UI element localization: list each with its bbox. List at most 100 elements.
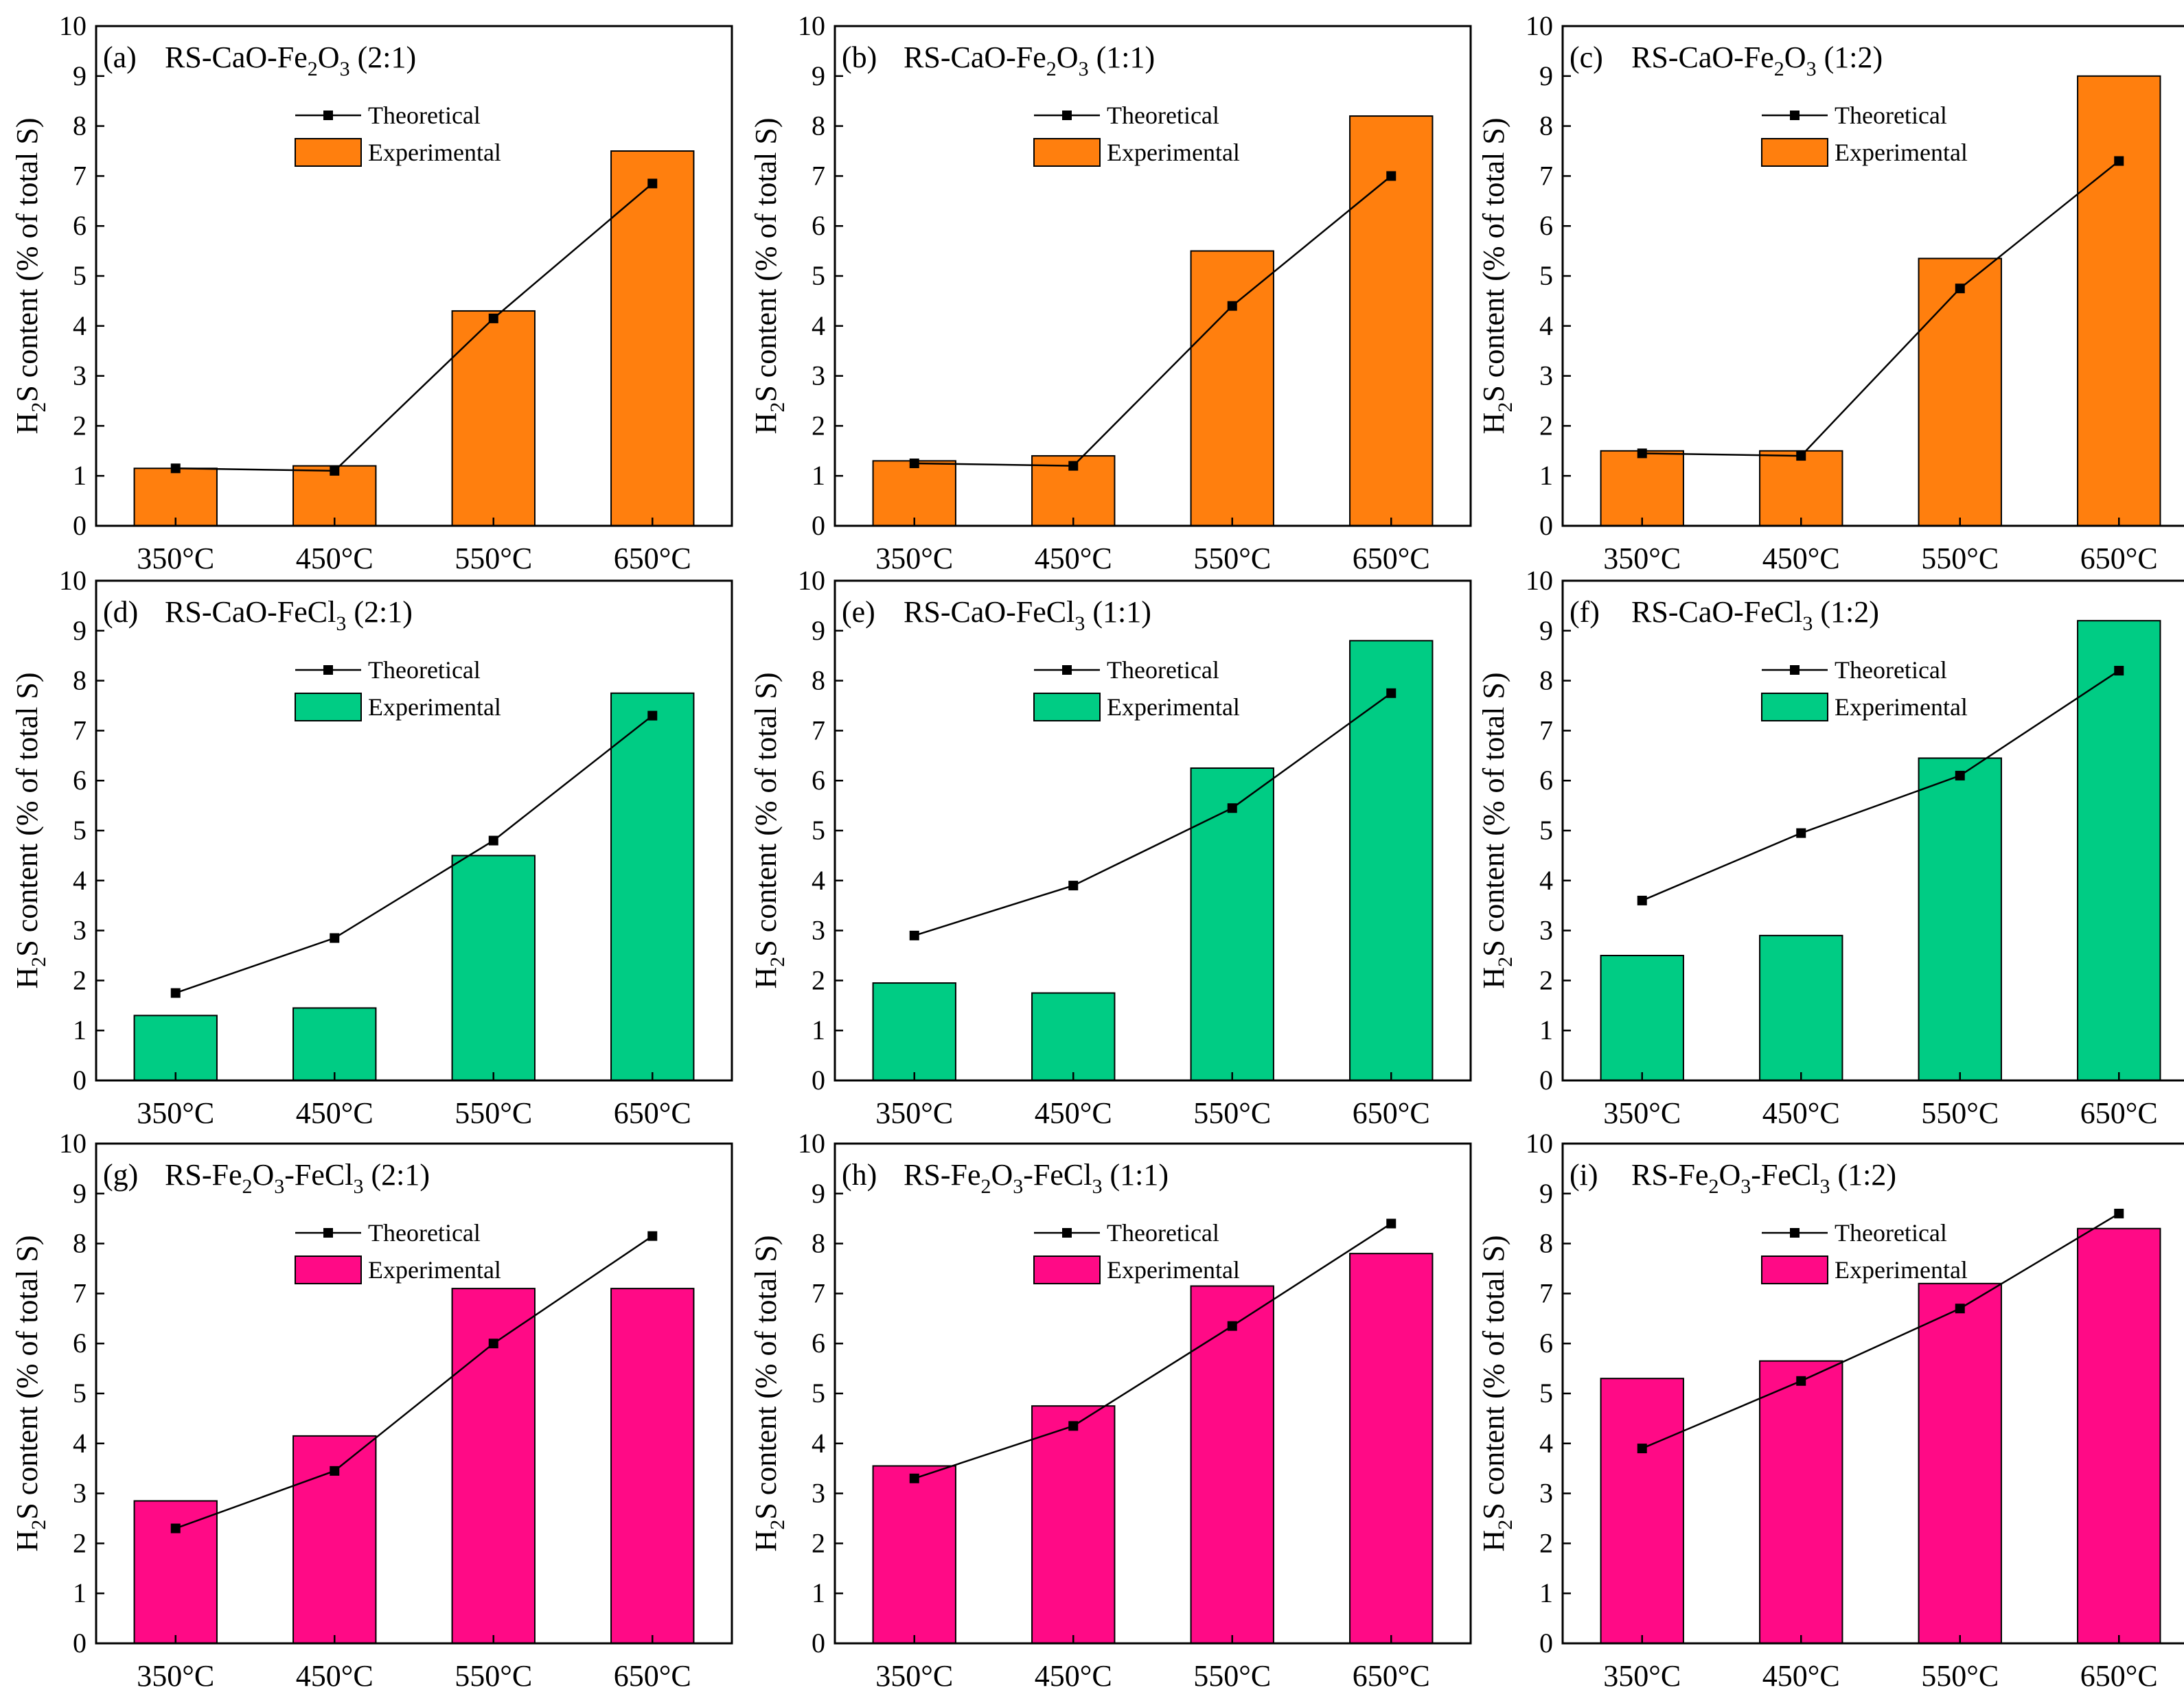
y-tick-label: 5 bbox=[1539, 260, 1553, 291]
panel-title: RS-CaO-Fe2O3 (2:1) bbox=[165, 40, 416, 80]
theoretical-line bbox=[914, 175, 1392, 467]
y-tick-label: 0 bbox=[1539, 1065, 1553, 1096]
legend-bar-swatch bbox=[295, 693, 362, 721]
theoretical-point bbox=[1068, 461, 1079, 471]
y-axis-label: H2S content (% of total S) bbox=[10, 1235, 50, 1551]
y-tick-label: 7 bbox=[1539, 160, 1553, 191]
legend-theoretical-label: Theoretical bbox=[1835, 656, 1947, 684]
legend-experimental-label: Experimental bbox=[368, 1256, 501, 1284]
legend-bar-swatch bbox=[1033, 693, 1101, 721]
y-tick-label: 4 bbox=[1539, 310, 1553, 341]
experimental-bar bbox=[1918, 257, 2002, 526]
x-tick-label: 350°C bbox=[1603, 542, 1681, 575]
panel-letter: (a) bbox=[103, 40, 137, 74]
x-tick-label: 350°C bbox=[875, 1096, 953, 1130]
theoretical-line bbox=[1642, 669, 2119, 902]
experimental-bar bbox=[1759, 1360, 1843, 1645]
panel-title: RS-Fe2O3-FeCl3 (1:1) bbox=[904, 1158, 1169, 1198]
x-tick-label: 650°C bbox=[2080, 542, 2158, 575]
x-tick-label: 450°C bbox=[296, 1096, 373, 1130]
y-tick-label: 0 bbox=[812, 1065, 825, 1096]
experimental-bar bbox=[1031, 992, 1116, 1081]
y-tick-label: 10 bbox=[59, 1128, 87, 1159]
legend-marker bbox=[323, 111, 333, 120]
y-tick-label: 10 bbox=[1526, 10, 1553, 41]
y-tick-label: 2 bbox=[73, 1527, 87, 1558]
legend-bar-swatch bbox=[1033, 138, 1101, 167]
x-tick-label: 650°C bbox=[614, 542, 691, 575]
experimental-bar bbox=[610, 692, 695, 1081]
legend-marker bbox=[1790, 111, 1800, 120]
legend-experimental-label: Experimental bbox=[1107, 693, 1240, 721]
legend: Theoretical Experimental bbox=[295, 656, 501, 721]
y-tick-label: 6 bbox=[812, 765, 825, 796]
experimental-bar bbox=[872, 1465, 956, 1645]
x-tick-label: 550°C bbox=[1193, 1659, 1271, 1690]
experimental-bar bbox=[133, 467, 218, 527]
x-tick-label: 650°C bbox=[1353, 1096, 1430, 1130]
y-tick-label: 5 bbox=[812, 1378, 825, 1409]
theoretical-point bbox=[1637, 448, 1647, 459]
y-tick-label: 7 bbox=[73, 1277, 87, 1308]
y-tick-label: 3 bbox=[812, 1478, 825, 1509]
theoretical-point bbox=[1068, 1421, 1079, 1431]
y-tick-label: 6 bbox=[812, 1328, 825, 1358]
theoretical-point bbox=[1227, 803, 1237, 813]
y-tick-label: 4 bbox=[73, 310, 87, 341]
y-tick-label: 8 bbox=[812, 665, 825, 696]
theoretical-point bbox=[1955, 1304, 1965, 1314]
experimental-bar bbox=[1918, 1282, 2002, 1644]
y-tick-label: 7 bbox=[1539, 1277, 1553, 1308]
theoretical-point bbox=[1386, 688, 1396, 698]
x-tick-label: 350°C bbox=[137, 1659, 214, 1690]
experimental-bar bbox=[133, 1015, 218, 1081]
panel-title: RS-Fe2O3-FeCl3 (2:1) bbox=[165, 1158, 430, 1198]
y-tick-label: 2 bbox=[1539, 410, 1553, 441]
x-tick-label: 450°C bbox=[1762, 1659, 1840, 1690]
y-tick-label: 5 bbox=[812, 815, 825, 846]
y-tick-label: 1 bbox=[73, 460, 87, 491]
x-tick-label: 450°C bbox=[1035, 1096, 1112, 1130]
experimental-bar bbox=[1190, 1285, 1274, 1644]
legend-marker bbox=[323, 1228, 333, 1238]
y-axis-label: H2S content (% of total S) bbox=[749, 672, 789, 988]
legend-theoretical-label: Theoretical bbox=[368, 656, 481, 684]
y-tick-label: 10 bbox=[59, 10, 87, 41]
legend-theoretical-label: Theoretical bbox=[1835, 102, 1947, 129]
theoretical-line bbox=[1642, 160, 2120, 457]
chart-panel-f: 0 1 2 3 4 5 6 7 8 9 10 350°C 450°C 550°C 650°C H2S cont… bbox=[1477, 565, 2184, 1130]
y-tick-label: 1 bbox=[73, 1015, 87, 1045]
x-tick-label: 550°C bbox=[1921, 1659, 1999, 1690]
theoretical-line bbox=[914, 1223, 1392, 1479]
y-tick-label: 1 bbox=[73, 1577, 87, 1608]
legend-theoretical-label: Theoretical bbox=[1835, 1219, 1947, 1247]
y-tick-label: 5 bbox=[1539, 1378, 1553, 1409]
y-tick-label: 1 bbox=[1539, 1577, 1553, 1608]
panel-letter: (f) bbox=[1570, 595, 1600, 629]
theoretical-point bbox=[488, 1339, 498, 1349]
theoretical-line bbox=[914, 692, 1392, 937]
y-tick-label: 0 bbox=[812, 1628, 825, 1658]
chart-panel-c: 0 1 2 3 4 5 6 7 8 9 10 350°C 450°C 550°C 650°C H2S cont… bbox=[1477, 10, 2184, 575]
experimental-bar bbox=[2077, 620, 2161, 1081]
legend-experimental-label: Experimental bbox=[1107, 139, 1240, 166]
x-tick-label: 650°C bbox=[2080, 1659, 2158, 1690]
legend-bar-swatch bbox=[295, 1255, 362, 1284]
theoretical-line bbox=[175, 183, 654, 472]
x-tick-label: 550°C bbox=[1193, 1096, 1271, 1130]
legend-experimental-label: Experimental bbox=[368, 139, 501, 166]
y-tick-label: 6 bbox=[73, 765, 87, 796]
y-tick-label: 10 bbox=[1526, 1128, 1553, 1159]
x-tick-label: 350°C bbox=[1603, 1096, 1681, 1130]
theoretical-point bbox=[909, 930, 919, 940]
x-tick-label: 650°C bbox=[1353, 542, 1430, 575]
legend: Theoretical Experimental bbox=[1033, 1219, 1240, 1284]
theoretical-line bbox=[175, 1235, 653, 1529]
legend-theoretical-label: Theoretical bbox=[1107, 102, 1219, 129]
y-tick-label: 9 bbox=[1539, 1178, 1553, 1209]
x-tick-label: 450°C bbox=[296, 542, 373, 575]
legend: Theoretical Experimental bbox=[295, 1219, 501, 1284]
x-tick-label: 350°C bbox=[1603, 1659, 1681, 1690]
y-tick-label: 0 bbox=[812, 510, 825, 541]
panel-letter: (b) bbox=[842, 40, 877, 74]
